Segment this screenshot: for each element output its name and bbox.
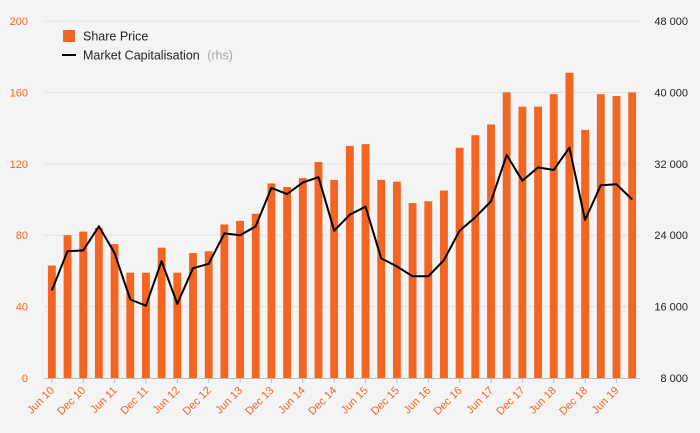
share-price-bar	[424, 201, 433, 378]
share-price-bar	[455, 147, 464, 378]
share-price-bar	[267, 183, 276, 378]
legend-share-price-swatch	[63, 30, 75, 42]
share-price-bar	[63, 235, 72, 378]
share-price-bar	[440, 190, 448, 378]
share-price-bar	[236, 220, 244, 378]
left-axis-tick-label: 40	[16, 302, 28, 314]
right-axis-tick-label: 48 000	[654, 16, 688, 28]
share-price-bar	[204, 251, 213, 378]
share-price-bar	[534, 106, 542, 379]
share-price-bar	[518, 106, 527, 379]
share-price-bar	[189, 253, 197, 378]
share-price-bar	[298, 178, 307, 378]
share-price-bar	[126, 272, 135, 378]
share-price-bar	[173, 272, 182, 378]
share-price-bar	[377, 179, 386, 378]
share-price-bar	[220, 224, 229, 378]
share-price-bar	[549, 94, 558, 378]
left-axis-tick-label: 0	[22, 373, 28, 385]
right-axis-labels: 8 000 16 000 24 000 32 000 40 000 48 000	[654, 16, 688, 385]
share-price-bar	[330, 179, 339, 378]
left-axis-tick-label: 200	[10, 16, 28, 28]
share-price-bar	[283, 187, 292, 378]
svg-text:Market Capitalisation (r: Market Capitalisation (rhs)	[83, 49, 233, 63]
share-price-bar	[47, 265, 56, 378]
share-price-bar	[392, 181, 401, 378]
legend-market-cap-label: Market Capitalisation	[83, 49, 200, 63]
share-price-bar	[487, 124, 495, 378]
left-axis-tick-label: 120	[10, 159, 28, 171]
share-price-bar	[581, 129, 590, 378]
share-price-bar	[408, 203, 417, 378]
right-axis-tick-label: 32 000	[654, 159, 688, 171]
left-axis-tick-label: 80	[16, 230, 28, 242]
share-price-bar	[596, 94, 605, 378]
share-price-bar	[612, 95, 621, 378]
right-axis-tick-label: 24 000	[654, 230, 688, 242]
left-axis-tick-label: 160	[10, 87, 28, 99]
share-price-bar	[251, 213, 260, 378]
share-price-bar	[345, 145, 354, 378]
right-axis-tick-label: 8 000	[660, 373, 688, 385]
legend-market-cap-note: (rhs)	[207, 49, 233, 63]
share-price-bar	[628, 92, 637, 379]
market-cap-line	[50, 146, 633, 307]
share-price-bar	[361, 144, 370, 378]
legend: Share Price Market Capitalisation (rhs)	[62, 30, 233, 63]
legend-share-price-label: Share Price	[83, 30, 148, 44]
right-axis-tick-label: 16 000	[654, 302, 688, 314]
share-price-bar	[79, 231, 88, 378]
share-price-bar	[471, 135, 480, 378]
share-price-bar	[110, 244, 119, 378]
share-price-bar	[314, 162, 323, 378]
left-axis-labels: 0 40 80 120 160 200	[10, 16, 28, 385]
share-price-bar	[157, 247, 166, 378]
share-price-bar	[565, 72, 574, 378]
share-price-bars	[47, 72, 637, 379]
share-price-bar	[94, 228, 103, 378]
share-price-bar	[142, 272, 150, 378]
share-price-bar	[502, 92, 511, 379]
right-axis-tick-label: 40 000	[654, 87, 688, 99]
